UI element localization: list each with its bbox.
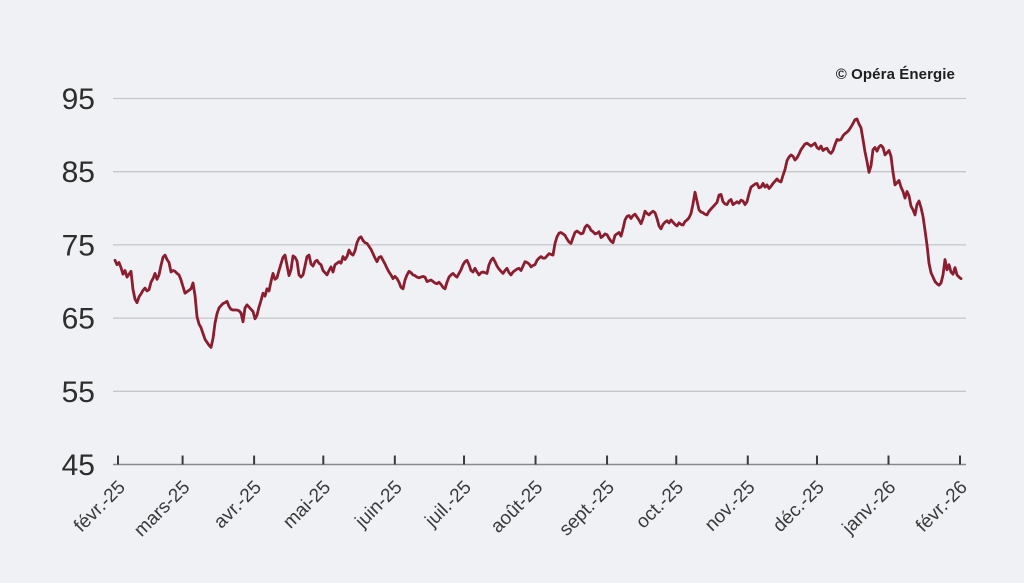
x-tick-label: août-25 [487,477,547,537]
x-tick-label: févr.-26 [912,477,972,537]
y-tick-label: 95 [62,83,95,116]
y-tick-label: 85 [62,156,95,189]
x-tick-label: févr.-25 [70,477,130,537]
x-tick-label: nov.-25 [701,477,760,536]
x-tick-label: mai-25 [279,477,335,533]
x-tick-label: déc.-25 [769,477,829,537]
x-tick-label: janv.-26 [838,477,900,539]
y-tick-label: 45 [62,449,95,482]
y-tick-label: 65 [62,303,95,336]
attribution-label: © Opéra Énergie [835,66,955,83]
y-tick-label: 55 [62,376,95,409]
y-tick-label: 75 [62,229,95,262]
price-line [113,117,963,349]
x-tick-label: sept.-25 [555,477,618,540]
x-tick-label: mars-25 [130,477,194,541]
x-tick-label: juin-25 [351,477,407,533]
x-tick-label: avr.-25 [210,477,266,533]
x-tick-label: oct.-25 [632,477,688,533]
x-tick-label: juil.-25 [421,477,476,532]
